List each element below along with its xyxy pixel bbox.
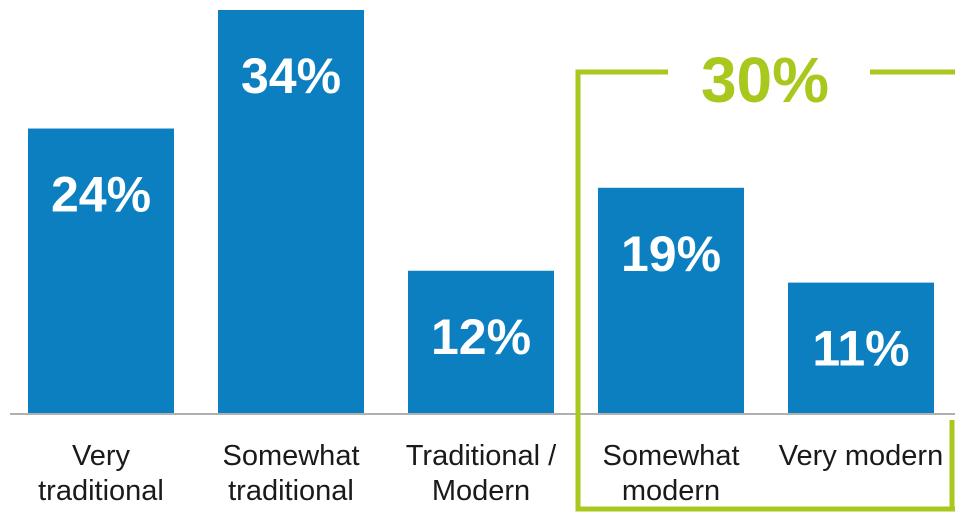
bar-value-label-2: 34% <box>241 48 341 104</box>
highlight-bracket-group: 30% <box>575 44 955 512</box>
bar-value-label-5: 11% <box>812 321 909 377</box>
bar-4 <box>598 187 744 413</box>
category-label-4-line-1: Somewhat <box>602 440 739 472</box>
category-label-3-line-1: Traditional / <box>406 440 557 472</box>
bar-3 <box>408 270 554 413</box>
category-label-5-line-1: Very modern <box>779 440 943 472</box>
bars-group: 24% 34% 12% 19% 11% <box>28 10 934 413</box>
category-label-1-line-2: traditional <box>38 475 164 507</box>
highlight-group-total-label: 30% <box>701 44 829 116</box>
category-label-2-line-1: Somewhat <box>222 440 359 472</box>
category-label-4-line-2: modern <box>622 475 720 507</box>
bar-value-label-3: 12% <box>431 309 531 365</box>
bar-2 <box>218 10 364 413</box>
highlight-bracket-left <box>575 69 955 512</box>
bar-1 <box>28 128 174 413</box>
category-label-1-line-1: Very <box>72 440 131 472</box>
category-label-2-line-2: traditional <box>228 475 354 507</box>
bar-5 <box>788 282 934 413</box>
category-labels-group: VerytraditionalSomewhattraditionalTradit… <box>38 440 943 507</box>
bar-value-label-4: 19% <box>621 226 721 282</box>
category-label-3-line-2: Modern <box>432 475 530 507</box>
bar-value-label-1: 24% <box>51 167 151 223</box>
